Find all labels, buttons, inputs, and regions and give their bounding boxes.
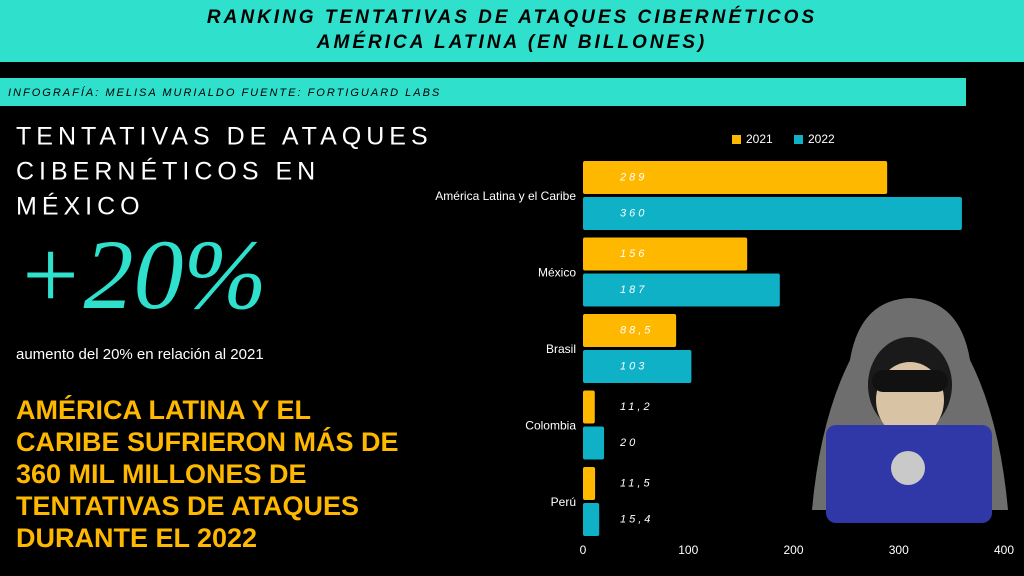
- value-label: 289: [619, 171, 647, 183]
- heading: TENTATIVAS DE ATAQUES: [16, 123, 433, 151]
- big-number: +20%: [16, 219, 267, 330]
- value-label: 187: [620, 284, 647, 296]
- bar: [583, 503, 600, 536]
- statement: AMÉRICA LATINA Y EL CARIBE SUFRIERON MÁS…: [16, 394, 399, 553]
- statement-line: AMÉRICA LATINA Y EL: [16, 394, 311, 425]
- note: aumento del 20% en relación al 2021: [16, 346, 264, 363]
- title: AMÉRICA LATINA (EN BILLONES): [316, 31, 707, 53]
- y-tick-label: Colombia: [525, 419, 576, 433]
- x-tick-label: 200: [783, 543, 803, 557]
- bar: [583, 314, 677, 347]
- laptop-logo: [891, 451, 925, 485]
- title: RANKING TENTATIVAS DE ATAQUES CIBERNÉTIC…: [207, 6, 817, 28]
- y-tick-label: América Latina y el Caribe: [435, 189, 576, 203]
- statement-line: TENTATIVAS DE ATAQUES: [16, 491, 359, 521]
- value-label: 15,4: [620, 513, 653, 525]
- bar: [583, 390, 595, 424]
- statement-line: CARIBE SUFRIERON MÁS DE: [16, 426, 399, 457]
- bar: [583, 467, 596, 500]
- value-label: 11,2: [620, 401, 653, 413]
- credit: INFOGRAFÍA: MELISA MURIALDO FUENTE: FORT…: [8, 86, 441, 99]
- bar: [583, 350, 692, 383]
- heading: MÉXICO: [16, 192, 145, 221]
- value-label: 11,5: [620, 477, 653, 489]
- legend-swatch: [794, 135, 803, 144]
- header-band: [0, 0, 1024, 62]
- bar: [583, 273, 780, 307]
- bar: [583, 161, 888, 194]
- value-label: 20: [619, 437, 638, 449]
- x-tick-label: 100: [678, 543, 698, 557]
- bar: [583, 197, 962, 230]
- hacker-illustration: [812, 298, 1008, 523]
- legend-label: 2021: [746, 132, 773, 146]
- x-tick-label: 0: [580, 543, 587, 557]
- value-label: 88,5: [620, 324, 653, 336]
- x-tick-label: 300: [889, 543, 909, 557]
- heading: CIBERNÉTICOS EN: [16, 157, 320, 186]
- y-tick-label: Brasil: [546, 342, 576, 356]
- credit-band: [0, 78, 966, 106]
- statement-line: DURANTE EL 2022: [16, 523, 257, 553]
- legend-label: 2022: [808, 132, 835, 146]
- bar: [583, 237, 748, 271]
- bar: [583, 426, 605, 460]
- x-tick-label: 400: [994, 543, 1014, 557]
- legend-swatch: [732, 135, 741, 144]
- value-label: 360: [620, 207, 647, 219]
- value-label: 156: [620, 248, 647, 260]
- y-tick-label: México: [538, 266, 576, 280]
- value-label: 103: [620, 360, 647, 372]
- statement-line: 360 MIL MILLONES DE: [16, 459, 307, 489]
- y-tick-label: Perú: [551, 495, 576, 509]
- goggles: [872, 370, 948, 392]
